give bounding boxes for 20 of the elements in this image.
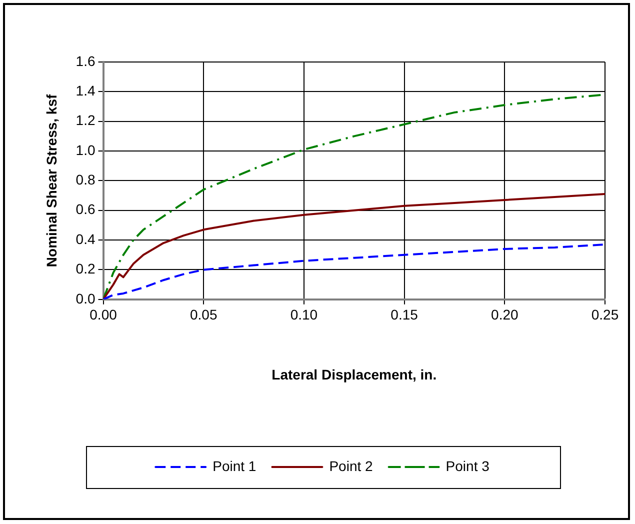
x-tick-label: 0.10 (290, 306, 318, 323)
legend-label: Point 3 (446, 458, 490, 474)
legend-label: Point 2 (329, 458, 374, 474)
x-tick-label: 0.20 (491, 306, 518, 323)
x-tick-label: 0.15 (390, 306, 418, 323)
y-tick-label: 1.0 (76, 142, 96, 158)
legend-label: Point 1 (212, 458, 256, 474)
y-tick-label: 1.6 (76, 52, 96, 69)
y-tick-label: 0.0 (76, 290, 96, 306)
y-tick-label: 0.2 (76, 260, 96, 277)
y-tick-label: 1.4 (76, 82, 96, 99)
x-tick-label: 0.25 (591, 306, 619, 323)
y-tick-label: 0.4 (76, 230, 96, 247)
y-tick-label: 1.2 (76, 112, 96, 128)
x-tick-label: 0.05 (190, 306, 218, 323)
y-axis-title: Nominal Shear Stress, ksf (43, 94, 60, 268)
x-tick-label: 0.00 (90, 306, 118, 323)
y-tick-label: 0.6 (76, 201, 96, 218)
x-axis-title: Lateral Displacement, in. (272, 366, 437, 382)
y-tick-label: 0.8 (76, 172, 96, 188)
